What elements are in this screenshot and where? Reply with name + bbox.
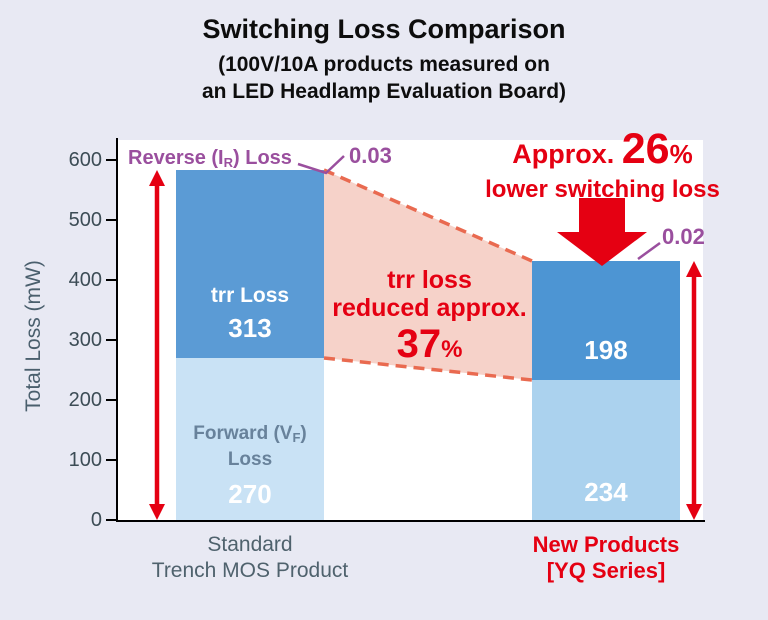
trr-note-line1: trr loss	[387, 266, 472, 294]
bar2-forward-loss-value: 234	[584, 477, 628, 507]
bar1-trr-loss-segment: trr Loss 313	[176, 170, 324, 358]
y-tickmark	[106, 459, 116, 461]
bar1-forward-loss-segment: Forward (VF) Loss 270	[176, 358, 324, 520]
x-label-standard-line2: Trench MOS Product	[151, 559, 349, 582]
headline-line2: lower switching loss	[485, 176, 720, 203]
y-axis-line	[116, 138, 118, 522]
y-tick-label: 0	[90, 509, 102, 531]
bar-new-product: 234 198	[532, 260, 680, 520]
y-tick-label: 500	[68, 209, 102, 231]
chart-subtitle-line2: an LED Headlamp Evaluation Board)	[201, 80, 567, 103]
chart-subtitle-line1: (100V/10A products measured on	[218, 53, 550, 76]
bar1-forward-loss-value: 270	[228, 479, 272, 509]
y-tick-label: 300	[68, 329, 102, 351]
y-tickmark	[106, 279, 116, 281]
trr-loss-label: trr Loss	[210, 284, 290, 307]
trr-note-percentage: 37%	[396, 322, 463, 366]
y-tickmark	[106, 519, 116, 521]
x-label-new-product: New Products [YQ Series]	[476, 532, 736, 584]
bar1-trr-loss-value: 313	[228, 313, 272, 343]
forward-loss-label: Forward (VF)	[193, 423, 307, 445]
x-label-new-line2: [YQ Series]	[546, 558, 666, 583]
y-tickmark	[106, 159, 116, 161]
x-label-standard-line1: Standard	[207, 533, 293, 556]
chart-title: Switching Loss Comparison	[202, 14, 566, 44]
reverse-loss-value-2: 0.02	[662, 224, 705, 249]
y-tickmark	[106, 399, 116, 401]
forward-loss-label-line2: Loss	[227, 449, 273, 470]
y-axis-title: Total Loss (mW)	[22, 260, 45, 412]
y-tickmark	[106, 219, 116, 221]
y-tick-label: 100	[68, 449, 102, 471]
y-tick-label: 400	[68, 269, 102, 291]
bar2-forward-loss-segment: 234	[532, 379, 680, 520]
y-tick-label: 200	[68, 389, 102, 411]
bar-standard-product: Forward (VF) Loss 270 trr Loss 313	[176, 170, 324, 520]
headline-line1: Approx. 26%	[512, 125, 693, 173]
bar2-trr-loss-segment: 198	[532, 260, 680, 380]
reverse-loss-value-1: 0.03	[349, 143, 392, 168]
x-label-standard-product: Standard Trench MOS Product	[120, 532, 380, 584]
headline-annotation: Approx. 26% lower switching loss	[445, 126, 760, 203]
reverse-loss-label: Reverse (IR) Loss	[128, 147, 292, 170]
y-tickmark	[106, 339, 116, 341]
y-tick-label: 600	[68, 149, 102, 171]
trr-note-line2: reduced approx.	[332, 294, 527, 322]
x-label-new-line1: New Products	[532, 532, 680, 557]
trr-reduction-note: trr loss reduced approx. 37%	[312, 266, 547, 375]
x-axis-line	[116, 520, 705, 522]
bar2-trr-loss-value: 198	[584, 334, 628, 365]
